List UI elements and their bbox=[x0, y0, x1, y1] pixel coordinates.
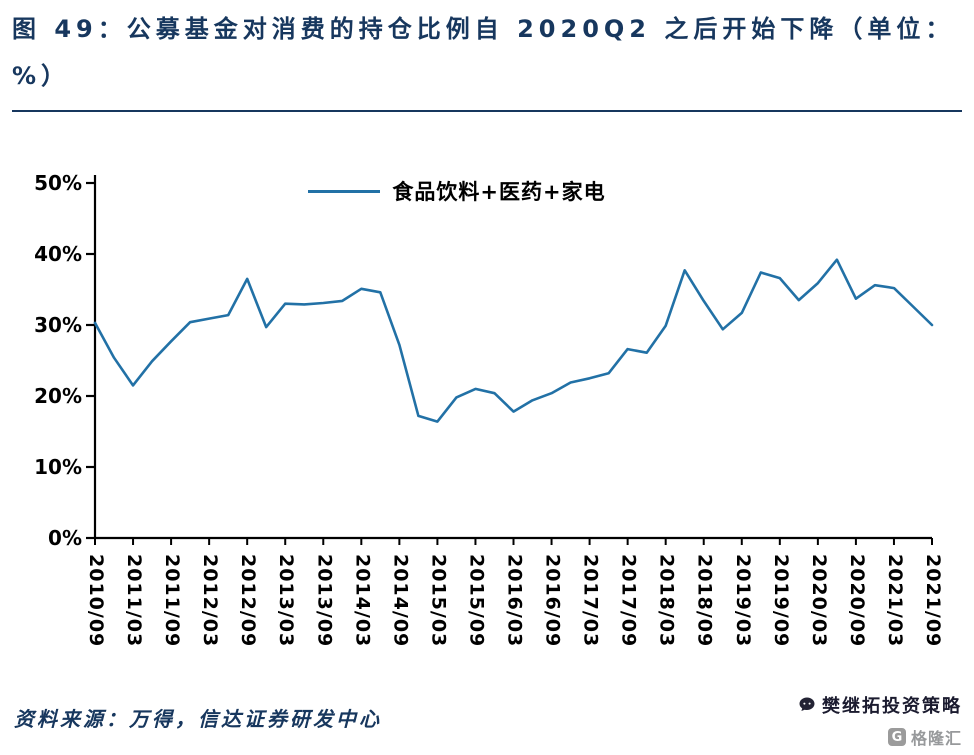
x-tick-label: 2015/03 bbox=[427, 554, 449, 647]
y-tick-label: 30% bbox=[34, 313, 82, 337]
x-tick-label: 2013/09 bbox=[313, 554, 335, 647]
x-tick-label: 2018/09 bbox=[694, 554, 716, 647]
x-tick-label: 2021/09 bbox=[922, 554, 944, 647]
y-tick-label: 20% bbox=[34, 384, 82, 408]
y-tick-label: 50% bbox=[34, 171, 82, 195]
x-tick-label: 2016/03 bbox=[504, 554, 526, 647]
data-source-note: 资料来源：万得，信达证券研发中心 bbox=[14, 707, 382, 731]
gelonghui-logo-icon: G bbox=[887, 728, 906, 746]
chart-legend: 食品饮料+医药+家电 bbox=[0, 176, 944, 206]
x-tick-label: 2019/03 bbox=[732, 554, 754, 647]
holdings-line-chart: 50% 40% 30% 20% 10% 0%2010/09 2011/03 2011/09 20… bbox=[34, 171, 944, 647]
x-tick-label: 2017/09 bbox=[618, 554, 640, 647]
title-divider bbox=[12, 110, 962, 112]
strategy-account-name: 樊继拓投资策略 bbox=[822, 696, 962, 717]
series-line bbox=[93, 258, 934, 423]
x-tick-label: 2016/09 bbox=[542, 554, 564, 647]
y-tick-label: 10% bbox=[34, 455, 82, 479]
x-tick-label: 2013/03 bbox=[275, 554, 297, 647]
x-tick-label: 2011/09 bbox=[161, 554, 183, 647]
strategy-account-icon bbox=[799, 697, 815, 711]
figure-title: 图 49：公募基金对消费的持仓比例自 2020Q2 之后开始下降（单位：%） bbox=[12, 15, 955, 90]
footer-right-block: 樊继拓投资策略 G 格隆汇 bbox=[798, 692, 962, 749]
x-tick-label: 2021/03 bbox=[884, 554, 906, 647]
x-tick-label: 2018/03 bbox=[656, 554, 678, 647]
x-tick-label: 2010/09 bbox=[85, 554, 107, 647]
watermark-row: G 格隆汇 bbox=[887, 725, 962, 749]
x-tick-label: 2014/03 bbox=[351, 554, 373, 647]
x-tick-label: 2019/09 bbox=[770, 554, 792, 647]
x-tick-label: 2020/09 bbox=[846, 554, 868, 647]
x-tick-label: 2012/09 bbox=[237, 554, 259, 647]
x-tick-label: 2012/03 bbox=[199, 554, 221, 647]
x-tick-label: 2015/09 bbox=[465, 554, 487, 647]
gelonghui-watermark-text: 格隆汇 bbox=[910, 729, 962, 748]
x-tick-label: 2014/09 bbox=[389, 554, 411, 647]
y-tick-label: 0% bbox=[48, 526, 82, 550]
x-tick-label: 2011/03 bbox=[123, 554, 145, 647]
x-tick-label: 2017/03 bbox=[580, 554, 602, 647]
legend-series-label: 食品饮料+医药+家电 bbox=[392, 180, 606, 204]
strategy-account-row: 樊继拓投资策略 bbox=[798, 692, 962, 718]
y-tick-label: 40% bbox=[34, 242, 82, 266]
legend-line-swatch bbox=[308, 189, 381, 193]
x-tick-label: 2020/03 bbox=[808, 554, 830, 647]
